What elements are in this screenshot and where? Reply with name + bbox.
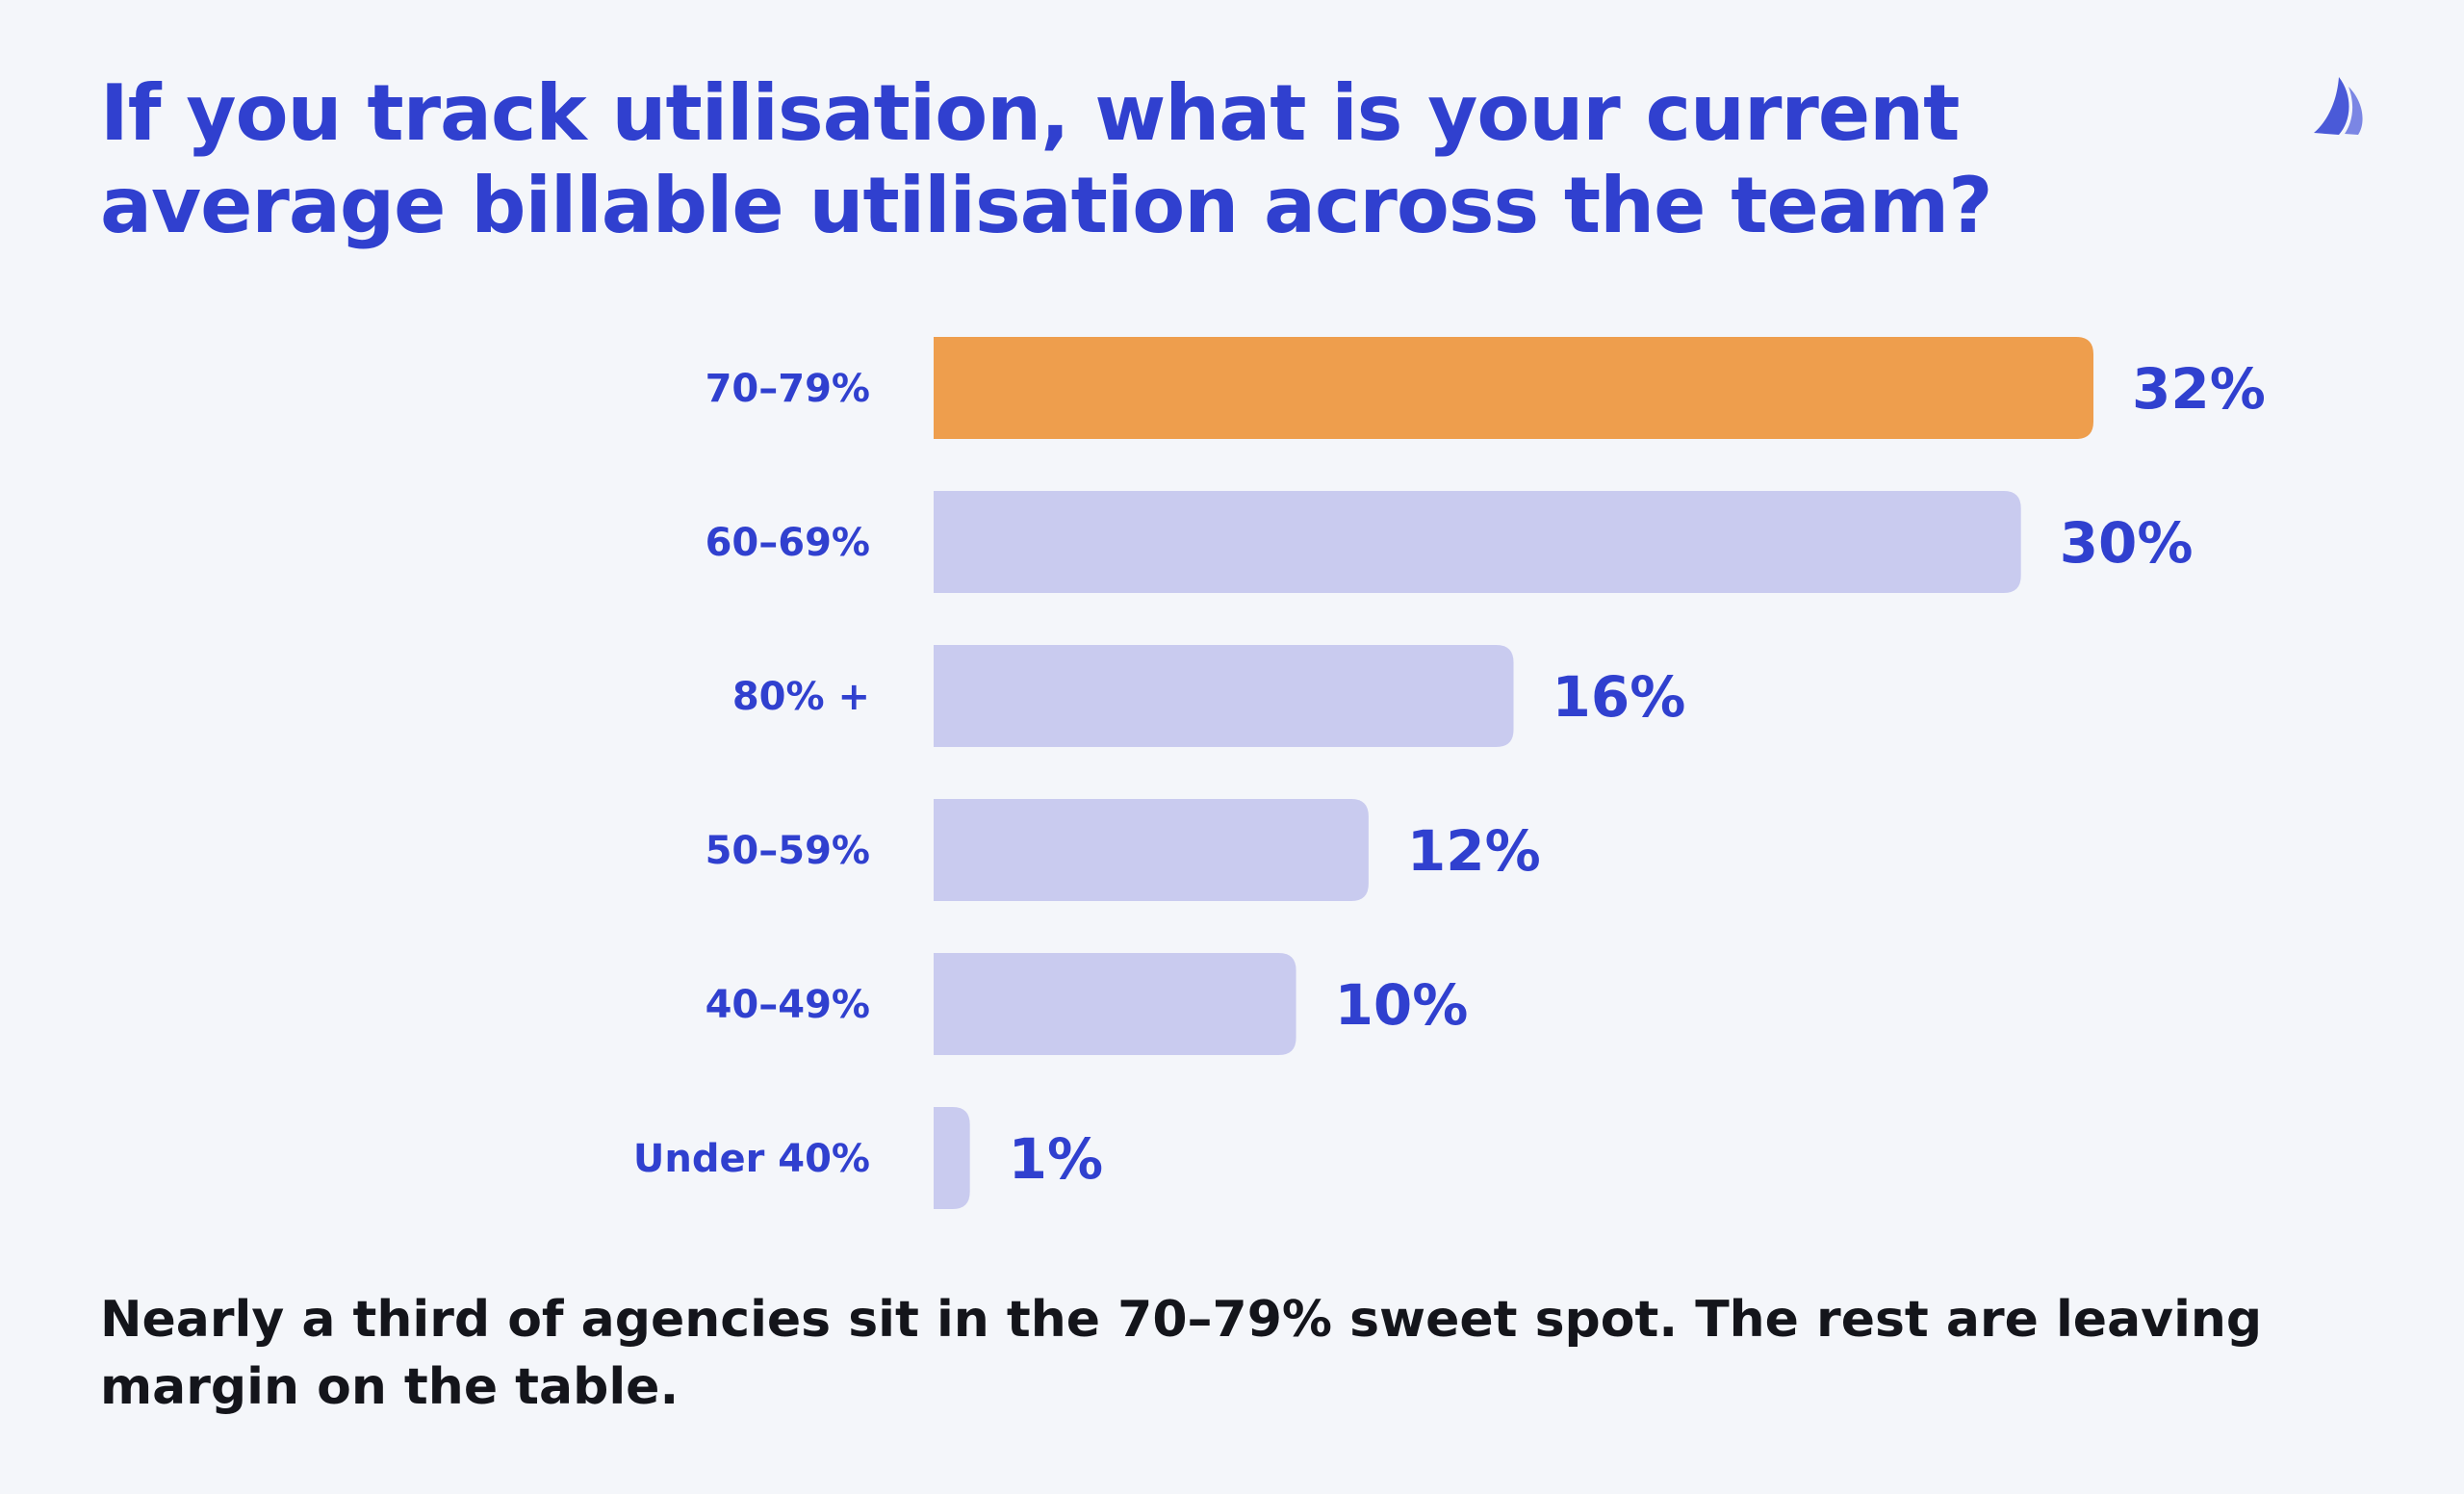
chart-title: If you track utilisation, what is your c… xyxy=(100,68,1992,250)
category-label: 80% + xyxy=(732,675,870,719)
value-label: 32% xyxy=(2132,356,2266,422)
value-label: 30% xyxy=(2060,510,2194,576)
category-label: 40–49% xyxy=(706,983,870,1027)
value-label: 1% xyxy=(1009,1126,1103,1192)
bar xyxy=(934,799,1369,901)
bar xyxy=(934,953,1296,1055)
category-label: 70–79% xyxy=(706,367,870,411)
value-label: 12% xyxy=(1407,818,1541,884)
takeaway-text: Nearly a third of agencies sit in the 70… xyxy=(100,1291,2263,1416)
category-label: 50–59% xyxy=(706,829,870,873)
sail-logo-icon xyxy=(2314,77,2363,135)
value-label: 10% xyxy=(1335,972,1469,1038)
category-label: Under 40% xyxy=(633,1137,870,1181)
bar xyxy=(934,645,1514,747)
bar xyxy=(934,491,2021,593)
bar xyxy=(934,337,2093,439)
category-label: 60–69% xyxy=(706,521,870,565)
value-label: 16% xyxy=(1553,664,1686,730)
bar xyxy=(934,1107,970,1209)
bar-chart: 70–79% 32% 60–69% 30% 80% + 16% 50–59% 12% 40–49… xyxy=(633,337,2266,1209)
